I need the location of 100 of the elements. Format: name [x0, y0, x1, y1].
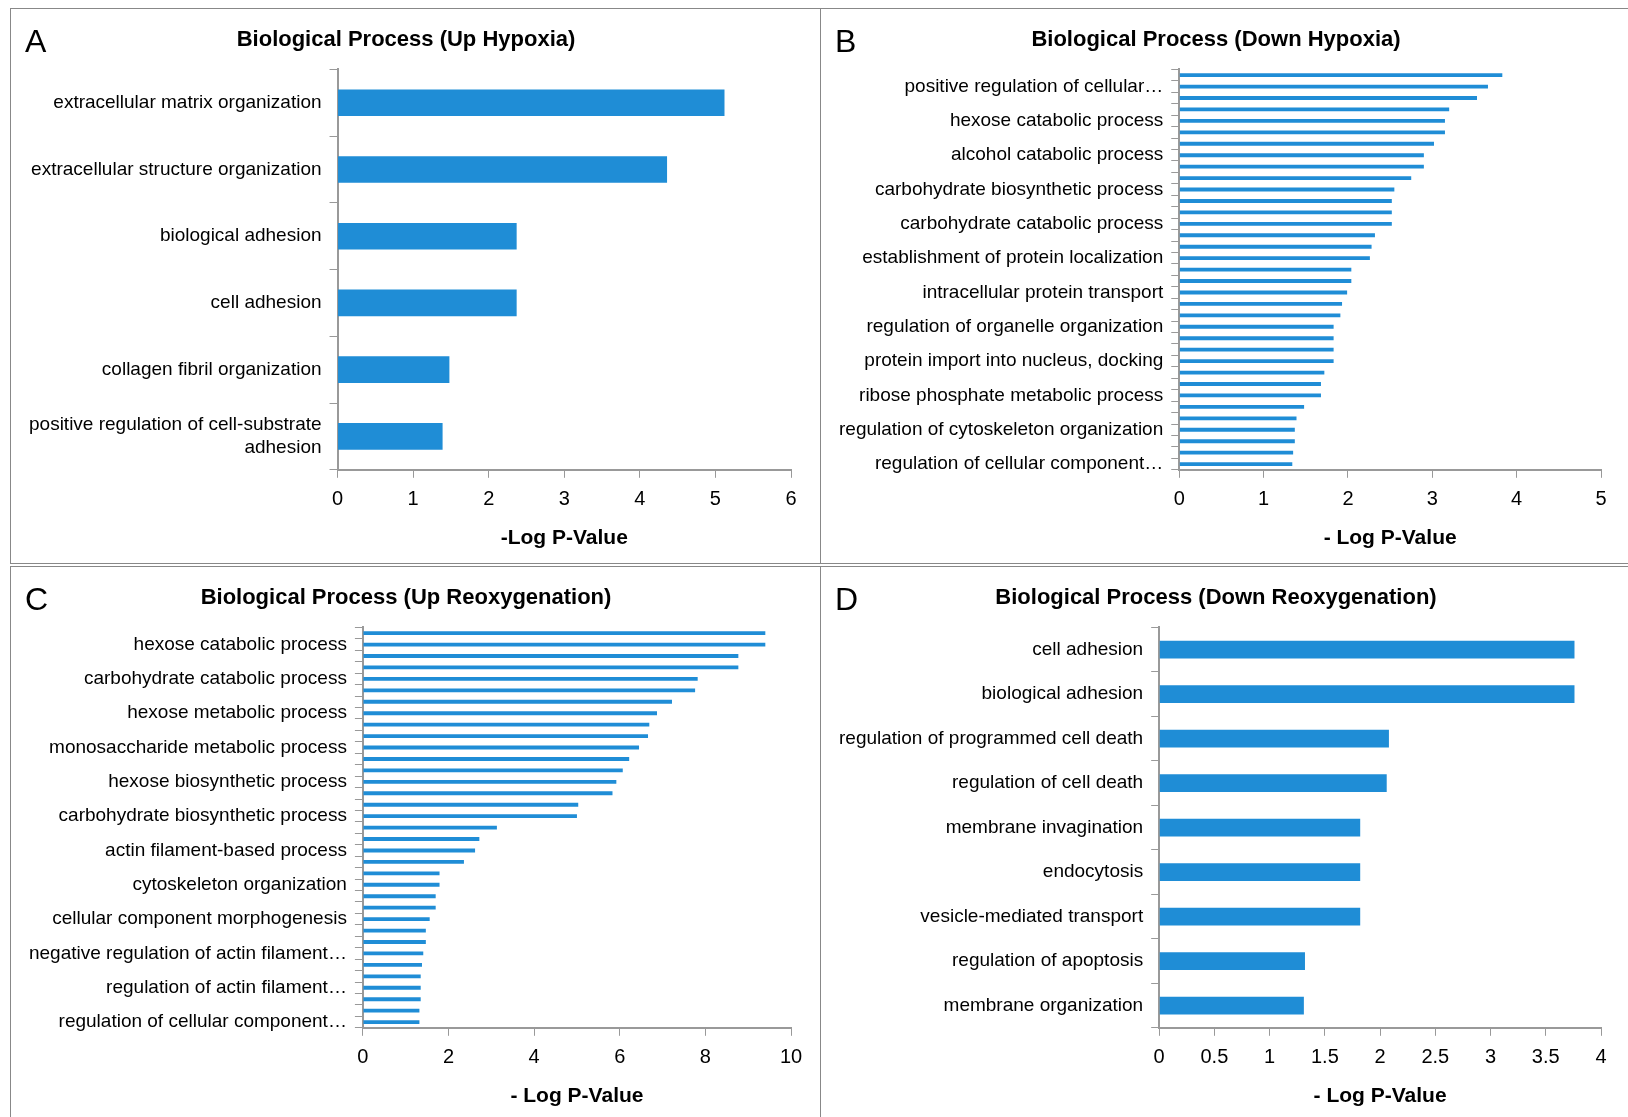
- bar: [338, 222, 517, 250]
- bar: [1179, 244, 1372, 249]
- bar: [338, 423, 443, 450]
- x-tick-label: 4: [634, 487, 646, 510]
- bar: [363, 688, 696, 693]
- bar: [1179, 96, 1478, 100]
- bar: [1179, 336, 1334, 341]
- y-tick-label: biological adhesion: [981, 682, 1144, 704]
- bar: [1179, 221, 1392, 226]
- bar: [1159, 729, 1389, 748]
- bar: [363, 985, 421, 990]
- bar: [1179, 256, 1370, 261]
- x-tick-label: 0: [357, 1045, 369, 1068]
- x-tick-label: 1.5: [1310, 1045, 1339, 1068]
- x-tick-label: 5: [709, 487, 721, 510]
- chart-title: Biological Process (Down Hypoxia): [1031, 26, 1401, 52]
- bar: [363, 882, 440, 887]
- bar: [363, 779, 617, 784]
- x-axis-title: - Log P-Value: [1313, 1083, 1447, 1107]
- y-tick-label: intracellular protein transport: [922, 280, 1164, 302]
- y-tick-label: cell adhesion: [210, 291, 322, 313]
- x-tick-label: 2: [1374, 1045, 1386, 1068]
- x-tick-label: 6: [785, 487, 797, 510]
- bar: [1179, 130, 1445, 135]
- bar: [1179, 141, 1434, 146]
- bar: [363, 757, 630, 761]
- bar: [363, 859, 464, 864]
- x-tick-label: 2: [1342, 487, 1354, 510]
- chart-title: Biological Process (Up Reoxygenation): [200, 584, 612, 610]
- x-tick-label: 3: [1426, 487, 1438, 510]
- bar: [1179, 164, 1424, 169]
- bar: [1179, 324, 1334, 329]
- bar: [363, 917, 430, 922]
- chart-title: Biological Process (Down Reoxygenation): [995, 584, 1437, 610]
- bar: [1179, 427, 1295, 432]
- y-tick-label: hexose biosynthetic process: [108, 770, 347, 792]
- bar: [363, 1020, 420, 1025]
- bar: [1179, 359, 1334, 364]
- x-tick-label: 2: [483, 487, 495, 510]
- bar: [363, 962, 422, 967]
- bar: [1179, 199, 1392, 203]
- y-tick-label: carbohydrate catabolic process: [83, 667, 347, 689]
- bar: [1179, 153, 1424, 158]
- x-tick-label: 3: [1484, 1045, 1497, 1068]
- bar: [1159, 818, 1361, 837]
- bar: [1179, 267, 1352, 272]
- x-tick-label: 0: [331, 487, 344, 510]
- y-tick-label: monosaccharide metabolic process: [49, 735, 347, 757]
- y-tick-label: protein import into nucleus, docking: [864, 349, 1164, 371]
- bar: [363, 699, 672, 704]
- text: D: [835, 581, 859, 618]
- y-tick-label: establishment of protein localization: [862, 246, 1164, 268]
- bar: [1179, 301, 1343, 306]
- bar: [1179, 279, 1352, 283]
- bar: [338, 356, 450, 384]
- x-axis-title: - Log P-Value: [510, 1083, 644, 1107]
- chart-title: Biological Process (Up Hypoxia): [236, 26, 576, 52]
- bar: [363, 825, 497, 830]
- bar: [363, 974, 421, 979]
- x-tick-label: 2.5: [1421, 1045, 1450, 1068]
- text: B: [835, 23, 857, 60]
- bar: [363, 894, 436, 899]
- bar: [1179, 416, 1297, 421]
- text: A: [25, 23, 47, 60]
- y-tick-label: extracellular matrix organization: [53, 91, 322, 112]
- bar: [1179, 118, 1445, 123]
- bar: [363, 791, 613, 796]
- x-tick-label: 4: [1595, 1045, 1607, 1068]
- bar: [1179, 404, 1305, 409]
- x-tick-label: 1: [1258, 487, 1270, 510]
- bar: [1159, 996, 1304, 1015]
- y-tick-label: endocytosis: [1042, 860, 1144, 882]
- bar: [338, 289, 517, 317]
- bar: [1179, 233, 1375, 238]
- bar: [1179, 462, 1293, 467]
- bar: [1179, 313, 1341, 318]
- bar: [338, 89, 725, 117]
- bar: [1159, 774, 1387, 793]
- y-tick-label: regulation of cellular component…: [58, 1010, 347, 1032]
- y-tick-label: positive regulation of cell-substrate adhesion: [29, 413, 322, 458]
- bar: [363, 905, 436, 910]
- x-tick-label: 0: [1153, 1045, 1165, 1068]
- bar: [363, 814, 577, 819]
- bar: [363, 940, 426, 944]
- bar: [1179, 382, 1321, 386]
- y-tick-label: hexose metabolic process: [127, 701, 347, 723]
- x-tick-label: 4: [1511, 487, 1523, 510]
- x-tick-label: 3.5: [1531, 1045, 1560, 1068]
- bar: [1179, 439, 1295, 444]
- x-tick-label: 2: [442, 1045, 455, 1068]
- y-tick-label: cell adhesion: [1032, 637, 1144, 659]
- y-tick-label: regulation of cell death: [951, 771, 1144, 793]
- bar: [363, 871, 440, 876]
- bar: [363, 768, 623, 773]
- bar: [363, 722, 650, 727]
- bar: [363, 997, 421, 1002]
- y-tick-label: biological adhesion: [159, 224, 322, 246]
- y-tick-label: regulation of organelle organization: [866, 315, 1164, 337]
- bar: [1159, 685, 1575, 704]
- y-tick-label: regulation of cytoskeleton organization: [839, 417, 1164, 439]
